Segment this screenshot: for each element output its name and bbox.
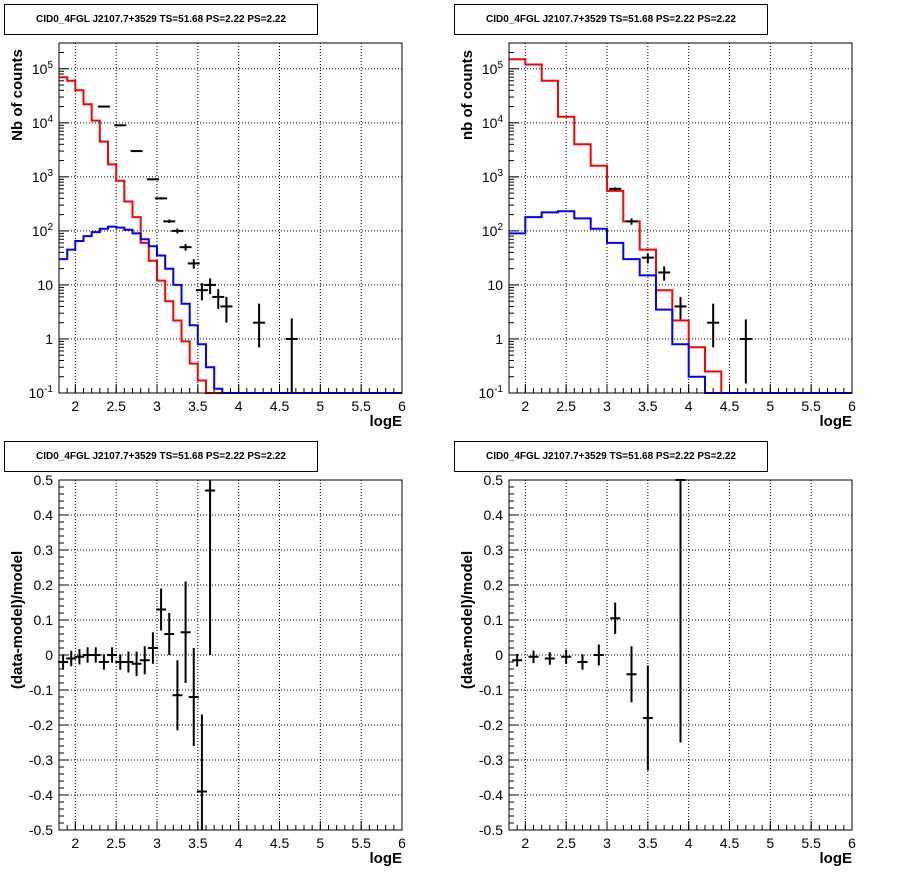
x-tick-label: 5 bbox=[766, 835, 774, 851]
y-tick-label: 103 bbox=[482, 168, 504, 185]
y-tick-label: 10 bbox=[487, 277, 503, 293]
y-tick-label: 10-1 bbox=[479, 384, 504, 401]
x-tick-label: 4.5 bbox=[720, 398, 740, 414]
y-tick-label: 0.2 bbox=[484, 577, 504, 593]
title-box: CID0_4FGL J2107.7+3529 TS=51.68 PS=2.22 … bbox=[454, 4, 768, 35]
y-tick-label: 0.3 bbox=[484, 542, 504, 558]
y-tick-label: 0.4 bbox=[484, 507, 504, 523]
title-box: CID0_4FGL J2107.7+3529 TS=51.68 PS=2.22 … bbox=[4, 441, 318, 472]
title-box: CID0_4FGL J2107.7+3529 TS=51.68 PS=2.22 … bbox=[454, 441, 768, 472]
y-tick-label: -0.4 bbox=[479, 787, 503, 803]
y-tick-label: -0.5 bbox=[479, 822, 503, 838]
plot-frame bbox=[58, 479, 403, 831]
x-tick-label: 6 bbox=[848, 835, 856, 851]
x-axis-label: logE bbox=[370, 850, 403, 867]
y-tick-label: 104 bbox=[482, 114, 504, 131]
x-tick-label: 5.5 bbox=[801, 398, 821, 414]
y-tick-label: -0.2 bbox=[29, 717, 53, 733]
y-tick-label: 0.2 bbox=[34, 577, 54, 593]
y-tick-label: 0.1 bbox=[484, 612, 504, 628]
x-tick-label: 3 bbox=[603, 398, 611, 414]
x-tick-label: 4.5 bbox=[270, 398, 290, 414]
y-tick-label: -0.3 bbox=[29, 752, 53, 768]
x-tick-label: 3 bbox=[153, 835, 161, 851]
y-tick-label: 103 bbox=[32, 168, 54, 185]
y-axis-label: (data-model)/model bbox=[9, 551, 26, 689]
y-tick-label: -0.5 bbox=[29, 822, 53, 838]
y-axis-label: nb of counts bbox=[459, 50, 476, 140]
y-tick-label: -0.1 bbox=[479, 682, 503, 698]
plot-frame bbox=[508, 479, 853, 831]
x-tick-label: 4 bbox=[685, 398, 693, 414]
plot-frame bbox=[58, 42, 403, 394]
x-tick-label: 2 bbox=[521, 835, 529, 851]
y-tick-label: 105 bbox=[32, 60, 54, 77]
x-tick-label: 2 bbox=[71, 398, 79, 414]
x-tick-label: 2.5 bbox=[556, 835, 576, 851]
x-tick-label: 4.5 bbox=[270, 835, 290, 851]
x-axis-label: logE bbox=[370, 413, 403, 430]
y-tick-label: 0.4 bbox=[34, 507, 54, 523]
x-tick-label: 2 bbox=[521, 398, 529, 414]
y-axis-label: Nb of counts bbox=[9, 49, 26, 141]
x-tick-label: 2 bbox=[71, 835, 79, 851]
y-tick-label: 1 bbox=[495, 331, 503, 347]
x-axis-label: logE bbox=[820, 850, 853, 867]
x-tick-label: 3.5 bbox=[638, 835, 658, 851]
x-tick-label: 2.5 bbox=[556, 398, 576, 414]
x-tick-label: 5.5 bbox=[351, 835, 371, 851]
x-tick-label: 5 bbox=[766, 398, 774, 414]
y-tick-label: 105 bbox=[482, 60, 504, 77]
x-tick-label: 6 bbox=[398, 398, 406, 414]
chart-3: 2 2.5 3 3.5 4 4.5 5 5.5 6 -0.5 -0.4 -0.3 -0.2 -0.1 0 0.… bbox=[9, 472, 406, 867]
x-tick-label: 5 bbox=[316, 398, 324, 414]
x-tick-label: 4.5 bbox=[720, 835, 740, 851]
y-tick-label: 10-1 bbox=[29, 384, 54, 401]
y-tick-label: 0.5 bbox=[484, 472, 504, 488]
x-tick-label: 3 bbox=[603, 835, 611, 851]
y-tick-label: 0.1 bbox=[34, 612, 54, 628]
x-tick-label: 4 bbox=[235, 398, 243, 414]
chart-4: 2 2.5 3 3.5 4 4.5 5 5.5 6 -0.5 -0.4 -0.3 -0.2 -0.1 0 0.… bbox=[459, 472, 856, 867]
y-tick-label: 1 bbox=[45, 331, 53, 347]
x-tick-label: 5.5 bbox=[801, 835, 821, 851]
title-box: CID0_4FGL J2107.7+3529 TS=51.68 PS=2.22 … bbox=[4, 4, 318, 35]
x-tick-label: 4 bbox=[235, 835, 243, 851]
histogram-line bbox=[59, 225, 402, 394]
y-axis-label: (data-model)/model bbox=[459, 551, 476, 689]
x-tick-label: 6 bbox=[848, 398, 856, 414]
y-tick-label: 0.3 bbox=[34, 542, 54, 558]
plot-frame bbox=[508, 42, 853, 394]
y-tick-label: 102 bbox=[482, 222, 504, 239]
y-tick-label: -0.4 bbox=[29, 787, 53, 803]
x-tick-label: 4 bbox=[685, 835, 693, 851]
x-tick-label: 2.5 bbox=[106, 835, 126, 851]
y-tick-label: 10 bbox=[37, 277, 53, 293]
x-tick-label: 3 bbox=[153, 398, 161, 414]
y-tick-label: -0.1 bbox=[29, 682, 53, 698]
x-tick-label: 2.5 bbox=[106, 398, 126, 414]
x-tick-label: 5.5 bbox=[351, 398, 371, 414]
y-tick-label: 0 bbox=[495, 647, 503, 663]
histogram-line bbox=[59, 76, 402, 394]
x-tick-label: 3.5 bbox=[188, 835, 208, 851]
x-tick-label: 6 bbox=[398, 835, 406, 851]
y-tick-label: 102 bbox=[32, 222, 54, 239]
y-tick-label: 0 bbox=[45, 647, 53, 663]
histogram-line bbox=[509, 58, 852, 394]
y-tick-label: -0.3 bbox=[479, 752, 503, 768]
x-tick-label: 3.5 bbox=[188, 398, 208, 414]
y-tick-label: -0.2 bbox=[479, 717, 503, 733]
chart-1: 2 2.5 3 3.5 4 4.5 5 5.5 6 10-1 1 10 102 103 104 105 logE… bbox=[9, 42, 406, 430]
y-tick-label: 104 bbox=[32, 114, 54, 131]
x-tick-label: 3.5 bbox=[638, 398, 658, 414]
y-tick-label: 0.5 bbox=[34, 472, 54, 488]
x-tick-label: 5 bbox=[316, 835, 324, 851]
x-axis-label: logE bbox=[820, 413, 853, 430]
chart-2: 2 2.5 3 3.5 4 4.5 5 5.5 6 10-1 1 10 102 103 104 105 logE… bbox=[459, 42, 856, 430]
